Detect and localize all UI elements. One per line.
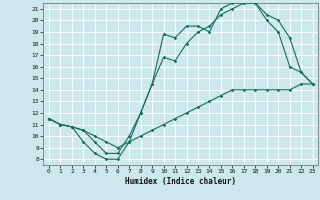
X-axis label: Humidex (Indice chaleur): Humidex (Indice chaleur) bbox=[125, 177, 236, 186]
